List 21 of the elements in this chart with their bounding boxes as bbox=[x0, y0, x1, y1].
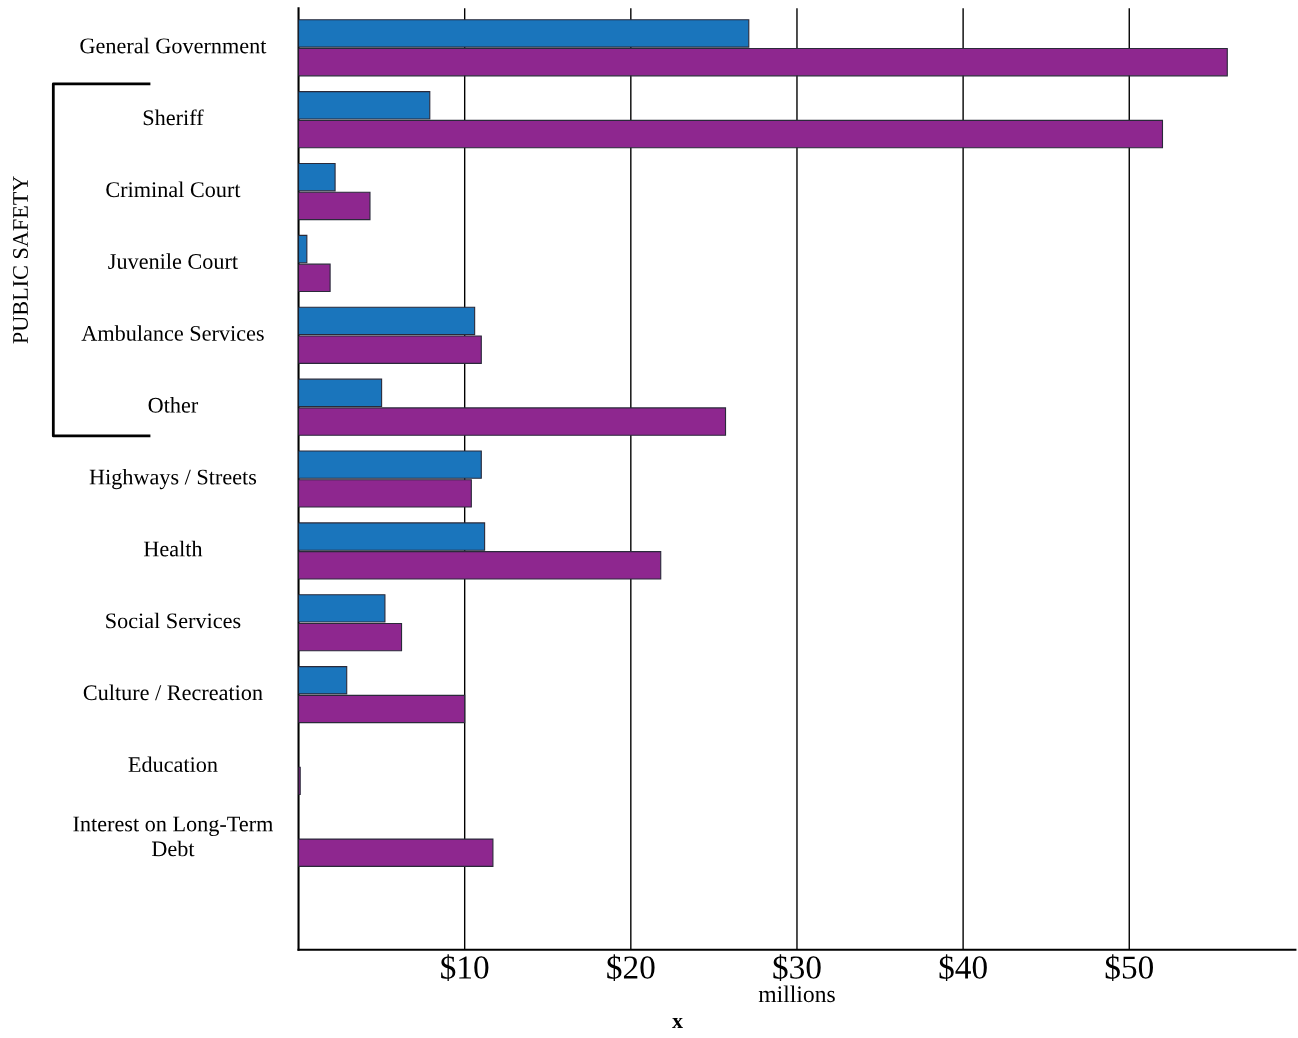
bar bbox=[298, 838, 494, 867]
y-tick-label: Highways / Streets bbox=[89, 468, 257, 490]
y-tick-label: Criminal Court bbox=[106, 181, 241, 198]
text: x bbox=[672, 1017, 683, 1029]
x-tick-label: $40 bbox=[939, 954, 987, 981]
x-tick-label: $20 bbox=[607, 954, 655, 981]
x-axis-title: millions bbox=[758, 985, 835, 1003]
y-tick-label: Health bbox=[143, 540, 203, 557]
y-tick-label: Other bbox=[148, 397, 199, 413]
y-tick-label: General Government bbox=[80, 37, 267, 54]
text: PUBLIC SAFETY bbox=[13, 176, 28, 344]
y-tick-label: Juvenile Court bbox=[108, 253, 238, 269]
y-tick-label: Ambulance Services bbox=[81, 325, 264, 341]
x-tick-label: $10 bbox=[441, 954, 489, 981]
y-tick-label: Culture / Recreation bbox=[83, 684, 263, 701]
x-tick-label: $50 bbox=[1105, 954, 1153, 981]
y-tick-label: Interest on Long-Term Debt bbox=[73, 816, 274, 857]
y-tick-label: Sheriff bbox=[143, 109, 204, 126]
y-tick-label: Education bbox=[128, 756, 218, 773]
x-tick-label: $30 bbox=[773, 954, 821, 981]
y-tick-label: Social Services bbox=[106, 612, 241, 629]
